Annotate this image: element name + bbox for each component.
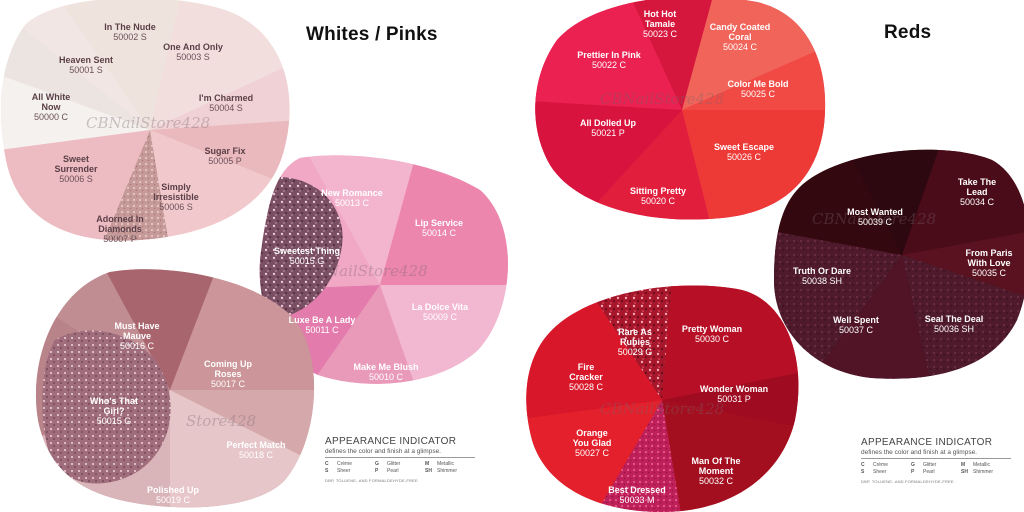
swatch-label: I'm Charmed 50004 S — [198, 93, 254, 113]
swatch-label: All Dolled Up 50021 P — [580, 118, 636, 138]
swatch-label: All White Now 50000 C — [31, 92, 71, 122]
swatch-label: Polished Up 50019 C — [146, 485, 200, 505]
swatch-label: Candy Coated Coral 50024 C — [709, 22, 771, 52]
legend-item: P Pearl — [911, 469, 935, 475]
section-title-whites-pinks: Whites / Pinks — [306, 24, 438, 45]
legend-item: M Metallic — [425, 461, 454, 467]
swatch-label: Heaven Sent 50001 S — [58, 55, 114, 75]
legend-divider — [861, 458, 1011, 459]
swatch-label: Seal The Deal 50036 SH — [924, 314, 984, 334]
swatch-label: Orange You Glad 50027 C — [572, 428, 612, 458]
swatch-label: Simply Irresistible 50006 S — [153, 182, 199, 212]
reds-panel: Reds CBNailStore428 CBNailStore428 CBNai… — [512, 0, 1024, 512]
legend-item: P Pearl — [375, 468, 399, 474]
swatch-label: Well Spent 50037 C — [833, 315, 879, 335]
swatch-label: Coming Up Roses 50017 C — [204, 359, 252, 389]
swatch-label: Wonder Woman 50031 P — [699, 384, 769, 404]
swatch-label: Sweetest Thing 50015 G — [273, 246, 341, 266]
watermark: NailStore428 — [326, 262, 428, 280]
swatch-label: Fire Cracker 50028 C — [568, 362, 604, 392]
swatch-label: In The Nude 50002 S — [104, 22, 156, 42]
swatch-label: One And Only 50003 S — [163, 42, 223, 62]
swatch-label: Best Dressed 50033 M — [608, 485, 666, 505]
swatch-label: Sweet Surrender 50006 S — [54, 154, 98, 184]
legend-title: APPEARANCE INDICATOR — [861, 437, 993, 448]
legend-item: M Metallic — [961, 462, 990, 468]
watermark: CBNailStore428 — [812, 210, 937, 228]
swatch-group-bright-reds — [535, 0, 826, 220]
swatch-label: Take The Lead 50034 C — [957, 177, 997, 207]
watermark: Store428 — [186, 412, 257, 430]
swatch-label: Prettier In Pink 50022 C — [577, 50, 641, 70]
swatch-label: Color Me Bold 50025 C — [727, 79, 789, 99]
swatch-label: La Dolce Vita 50009 C — [411, 302, 469, 322]
swatch-group-classic-reds — [526, 285, 799, 512]
legend-note: DBP, TOLUENE- AND FORMALDEHYDE-FREE. — [861, 479, 956, 484]
legend-item: SH Shimmer — [425, 468, 458, 474]
swatch-label: Most Wanted 50039 C — [847, 207, 903, 227]
swatch-label: Sugar Fix 50005 P — [204, 146, 246, 166]
swatch-label: Must Have Mauve 50016 C — [114, 321, 160, 351]
swatch-label: Perfect Match 50018 C — [226, 440, 286, 460]
swatch-label: Lip Service 50014 C — [414, 218, 464, 238]
appearance-indicator-legend: APPEARANCE INDICATOR defines the color a… — [325, 436, 485, 483]
whites-pinks-swatches — [0, 0, 508, 508]
watermark: CBNailStore428 — [86, 114, 211, 132]
legend-title: APPEARANCE INDICATOR — [325, 436, 457, 447]
swatch-label: Sweet Escape 50026 C — [713, 142, 775, 162]
legend-item: S Sheer — [325, 468, 351, 474]
swatch-label: Truth Or Dare 50038 SH — [792, 266, 852, 286]
reds-swatches — [526, 0, 1024, 512]
swatch-label: Hot Hot Tamale 50023 C — [642, 9, 678, 39]
legend-note: DBP, TOLUENE- AND FORMALDEHYDE-FREE. — [325, 478, 420, 483]
legend-item: S Sheer — [861, 469, 887, 475]
legend-item: G Glitter — [911, 462, 937, 468]
legend-divider — [325, 457, 475, 458]
section-title-reds: Reds — [884, 22, 932, 43]
swatch-label: Man Of The Moment 50032 C — [691, 456, 741, 486]
watermark: CBNailStore428 — [600, 90, 725, 108]
legend-item: G Glitter — [375, 461, 401, 467]
swatch-group-wines — [774, 149, 1024, 379]
legend-subtitle: defines the color and finish at a glimps… — [861, 449, 977, 456]
legend-item: C Crème — [325, 461, 353, 467]
swatch-label: Sitting Pretty 50020 C — [629, 186, 687, 206]
swatch-label: Rare As Rubies 50029 G — [617, 327, 653, 357]
legend-subtitle: defines the color and finish at a glimps… — [325, 448, 441, 455]
swatch-label: Luxe Be A Lady 50011 C — [288, 315, 356, 335]
watermark: CBNailStore428 — [600, 400, 725, 418]
swatch-label: Adorned In Diamonds 50007 P — [96, 214, 144, 244]
legend-grid: C Crème G Glitter M Metallic S Sheer P Pearl … — [325, 461, 485, 474]
swatch-label: From Paris With Love 50035 C — [965, 248, 1013, 278]
legend-item: SH Shimmer — [961, 469, 994, 475]
whites-pinks-panel: Whites / Pinks CBNailStore428 NailStore4… — [0, 0, 508, 508]
appearance-indicator-legend: APPEARANCE INDICATOR defines the color a… — [861, 437, 1021, 484]
swatch-group-mauves — [35, 269, 315, 508]
swatch-label: Who's That Girl? 50015 G — [89, 396, 139, 426]
swatch-label: Pretty Woman 50030 C — [681, 324, 743, 344]
swatch-label: New Romance 50013 C — [321, 188, 383, 208]
legend-item: C Crème — [861, 462, 889, 468]
swatch-label: Make Me Blush 50010 C — [353, 362, 419, 382]
legend-grid: C Crème G Glitter M Metallic S Sheer P Pearl … — [861, 462, 1021, 475]
